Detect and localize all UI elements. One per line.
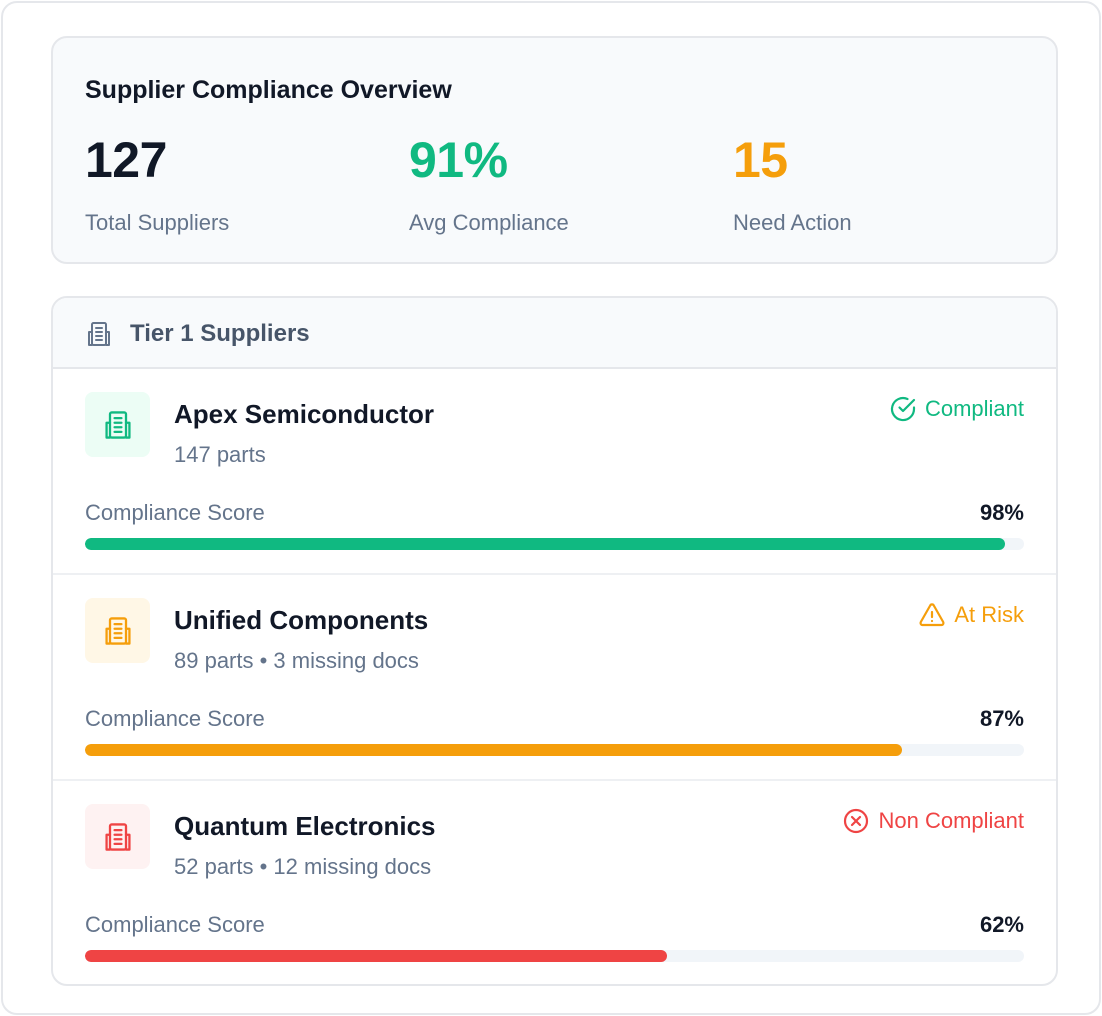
supplier-row[interactable]: Apex Semiconductor 147 parts Compliant C… bbox=[53, 369, 1056, 575]
score-progress-fill bbox=[85, 744, 902, 756]
x-circle-icon bbox=[844, 808, 869, 834]
status-badge: Compliant bbox=[889, 395, 1024, 423]
supplier-meta: 52 parts • 12 missing docs bbox=[174, 854, 432, 879]
supplier-name: Quantum Electronics bbox=[174, 811, 436, 841]
score-progress-bar bbox=[85, 538, 1024, 550]
stat-label: Avg Compliance bbox=[409, 210, 569, 235]
building-icon bbox=[104, 616, 131, 645]
supplier-avatar bbox=[85, 804, 150, 869]
score-progress-fill bbox=[85, 538, 1006, 550]
tier-title: Tier 1 Suppliers bbox=[130, 320, 310, 347]
score-value: 62% bbox=[979, 912, 1024, 937]
status-badge: At Risk bbox=[918, 601, 1024, 629]
tier-suppliers-card: Tier 1 Suppliers Apex Semiconductor 147 … bbox=[51, 296, 1058, 986]
supplier-meta: 147 parts bbox=[174, 442, 266, 467]
supplier-row[interactable]: Quantum Electronics 52 parts • 12 missin… bbox=[53, 781, 1056, 984]
check-circle-icon bbox=[890, 396, 916, 422]
building-icon bbox=[104, 410, 131, 439]
score-value: 98% bbox=[979, 500, 1024, 525]
score-label: Compliance Score bbox=[85, 500, 265, 525]
score-progress-bar bbox=[85, 744, 1024, 756]
supplier-avatar bbox=[85, 598, 150, 663]
supplier-meta: 89 parts • 3 missing docs bbox=[174, 648, 419, 673]
supplier-row[interactable]: Unified Components 89 parts • 3 missing … bbox=[53, 575, 1056, 781]
stat-value: 15 bbox=[733, 132, 788, 188]
stat-label: Need Action bbox=[733, 210, 852, 235]
warning-triangle-icon bbox=[919, 603, 945, 627]
tier-header: Tier 1 Suppliers bbox=[53, 298, 1056, 369]
stat-total-suppliers: 127 Total Suppliers bbox=[85, 132, 229, 236]
status-label: At Risk bbox=[954, 602, 1024, 627]
score-progress-fill bbox=[85, 950, 668, 962]
overview-title: Supplier Compliance Overview bbox=[85, 76, 452, 104]
stat-value: 127 bbox=[85, 132, 167, 188]
stat-avg-compliance: 91% Avg Compliance bbox=[409, 132, 569, 236]
stat-label: Total Suppliers bbox=[85, 210, 230, 235]
supplier-name: Apex Semiconductor bbox=[174, 399, 435, 429]
compliance-overview-card: Supplier Compliance Overview 127 Total S… bbox=[51, 36, 1058, 264]
stat-value: 91% bbox=[409, 132, 508, 188]
stat-need-action: 15 Need Action bbox=[733, 132, 852, 236]
status-label: Compliant bbox=[924, 396, 1024, 421]
building-icon bbox=[88, 322, 110, 346]
supplier-avatar bbox=[85, 392, 150, 457]
score-label: Compliance Score bbox=[85, 912, 265, 937]
supplier-name: Unified Components bbox=[174, 605, 429, 635]
status-badge: Non Compliant bbox=[842, 807, 1024, 835]
score-value: 87% bbox=[979, 706, 1024, 731]
building-icon bbox=[104, 822, 131, 851]
score-progress-bar bbox=[85, 950, 1024, 962]
status-label: Non Compliant bbox=[878, 808, 1024, 833]
score-label: Compliance Score bbox=[85, 706, 265, 731]
